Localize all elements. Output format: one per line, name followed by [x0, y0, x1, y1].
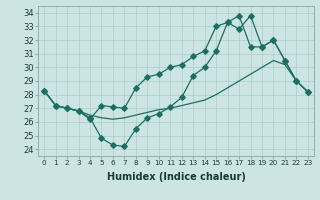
X-axis label: Humidex (Indice chaleur): Humidex (Indice chaleur)	[107, 172, 245, 182]
